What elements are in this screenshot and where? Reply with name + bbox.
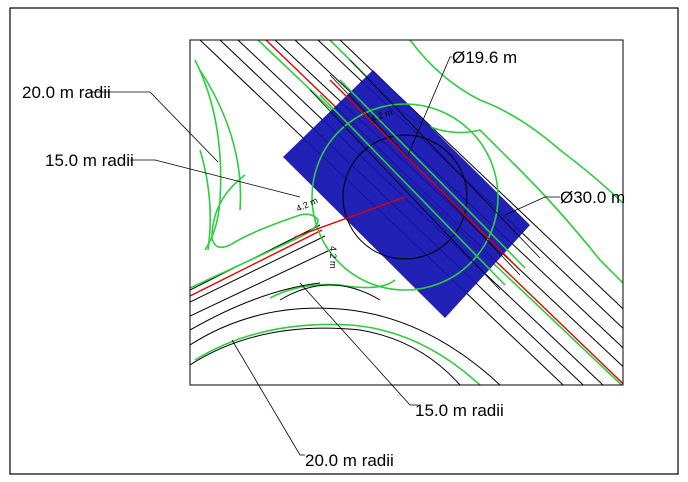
radius-label: 15.0 m radii: [415, 401, 504, 420]
drawing-sheet: 20.0 m radii 15.0 m radii Ø19.6 m Ø30.0 …: [0, 0, 688, 482]
dimension-label: 4.2 m: [328, 246, 338, 269]
radius-label: 20.0 m radii: [22, 83, 111, 102]
diameter-label: Ø19.6 m: [452, 48, 517, 67]
radius-label: 20.0 m radii: [305, 451, 394, 470]
radius-label: 15.0 m radii: [45, 151, 134, 170]
sheet-border: [10, 8, 678, 474]
diameter-label: Ø30.0 m: [560, 188, 625, 207]
